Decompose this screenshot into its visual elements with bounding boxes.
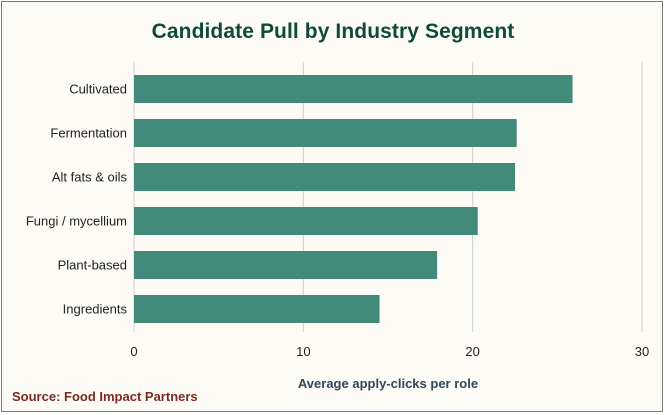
x-tick-label: 20 [465,344,479,359]
bars [134,75,573,323]
category-labels: Cultivated Fermentation Alt fats & oils Fun… [26,82,128,317]
bar [134,295,380,323]
chart-title: Candidate Pull by Industry Segment [151,20,515,43]
category-label: Fungi / mycellium [26,214,127,229]
bar [134,251,438,279]
bar [134,119,517,147]
category-label: Plant-based [58,258,127,273]
category-label: Cultivated [69,82,127,97]
bar [134,75,573,103]
gridlines [133,62,643,332]
x-tick-label: 10 [296,344,310,359]
category-label: Ingredients [63,302,128,317]
category-label: Fermentation [50,126,127,141]
category-label: Alt fats & oils [52,170,128,185]
x-tick-label: 0 [130,344,137,359]
x-axis-label: Average apply-clicks per role [298,376,478,391]
bar [134,163,515,191]
x-tick-labels: 0 10 20 30 [130,344,649,359]
bar [134,207,478,235]
x-tick-label: 30 [635,344,649,359]
source-note: Source: Food Impact Partners [12,389,198,404]
